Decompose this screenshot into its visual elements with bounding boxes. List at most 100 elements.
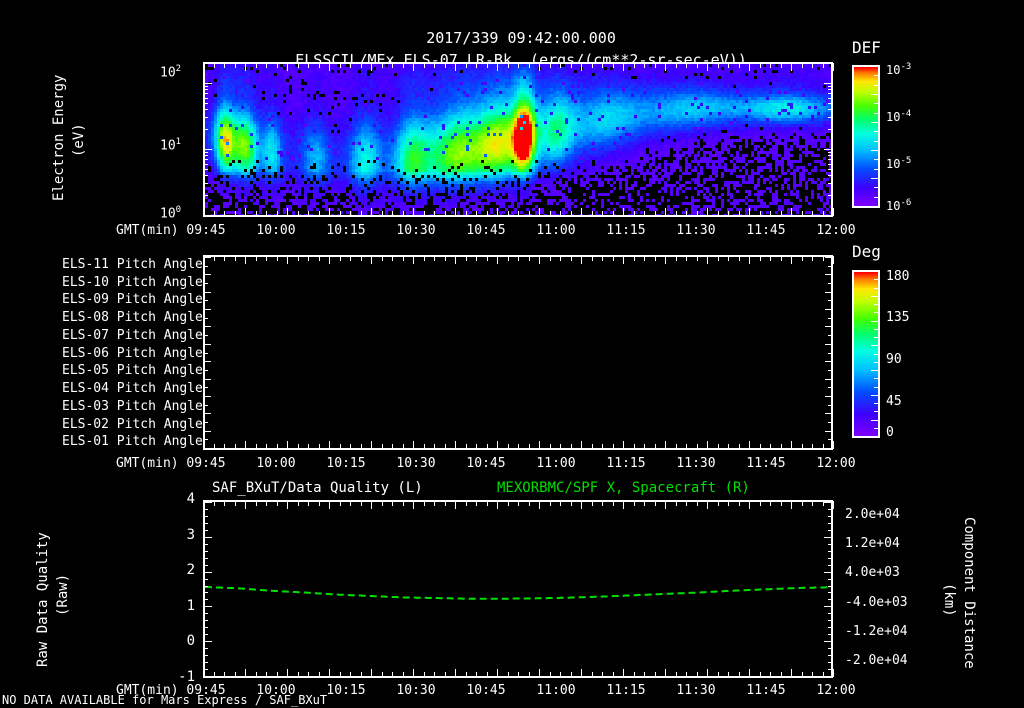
quality-ytick-right: -4.0e+03 (845, 595, 908, 610)
colorbar-tick (874, 411, 880, 412)
axis-tick-v (828, 283, 833, 284)
axis-tick (382, 256, 383, 261)
axis-tick (434, 63, 435, 68)
axis-tick (823, 444, 824, 449)
colorbar-tick (871, 370, 880, 371)
axis-tick-v (828, 592, 833, 593)
axis-tick (550, 211, 551, 216)
axis-tick (277, 444, 278, 449)
axis-tick (644, 211, 645, 216)
axis-tick (497, 441, 498, 449)
axis-tick-v (828, 648, 833, 649)
axis-tick-v (825, 292, 833, 293)
axis-tick (224, 501, 225, 506)
axis-tick (350, 444, 351, 449)
axis-tick (340, 63, 341, 68)
axis-tick-v (828, 613, 833, 614)
axis-tick (382, 211, 383, 216)
axis-tick-v (824, 149, 833, 150)
xtick-label: 10:00 (256, 456, 296, 471)
axis-tick (445, 63, 446, 68)
axis-tick-v (828, 579, 833, 580)
axis-tick (812, 444, 813, 449)
axis-tick (497, 256, 498, 264)
axis-tick-v (203, 676, 212, 677)
axis-tick-v (203, 117, 208, 118)
colorbar-tick (874, 113, 880, 114)
axis-tick (581, 63, 582, 71)
colorbar-tick (874, 288, 880, 289)
axis-tick (497, 208, 498, 216)
axis-tick (613, 444, 614, 449)
axis-tick (812, 256, 813, 261)
axis-tick-v (828, 634, 833, 635)
axis-tick-v (203, 530, 208, 531)
xtick-label: 11:15 (606, 223, 646, 238)
axis-tick-v (203, 387, 208, 388)
axis-tick (266, 501, 267, 506)
xtick-label: 10:15 (326, 683, 366, 698)
axis-tick-v (203, 634, 208, 635)
axis-tick (235, 63, 236, 68)
axis-tick (308, 444, 309, 449)
axis-tick (802, 501, 803, 506)
axis-tick (707, 63, 708, 71)
axis-tick (424, 501, 425, 506)
axis-tick-v (828, 318, 833, 319)
axis-tick (791, 208, 792, 216)
axis-tick (508, 444, 509, 449)
axis-tick (718, 672, 719, 677)
axis-tick-v (203, 149, 212, 150)
pitch-angle-panel[interactable] (203, 255, 833, 450)
pitch-row-label: ELS-05 Pitch Angle (62, 363, 203, 378)
colorbar-tick (871, 150, 880, 151)
axis-tick (571, 672, 572, 677)
axis-tick-v (203, 669, 208, 670)
spectrogram-ylabel-units: (eV) (71, 123, 87, 157)
pitch-row-label: ELS-10 Pitch Angle (62, 275, 203, 290)
axis-tick-v (825, 309, 833, 310)
axis-tick (833, 63, 834, 71)
axis-tick (539, 501, 540, 509)
axis-tick-v (203, 292, 211, 293)
axis-tick (728, 211, 729, 216)
axis-tick-v (203, 439, 208, 440)
axis-tick-v (828, 117, 833, 118)
colorbar-tick (874, 85, 880, 86)
axis-tick (802, 672, 803, 677)
axis-tick (403, 672, 404, 677)
axis-tick (518, 672, 519, 677)
quality-panel[interactable] (203, 500, 833, 678)
axis-tick (466, 672, 467, 677)
colorbar-tick (871, 321, 880, 322)
spectrogram-panel[interactable] (203, 62, 833, 217)
axis-tick (760, 501, 761, 506)
xtick-label: 11:30 (676, 223, 716, 238)
axis-tick-v (828, 599, 833, 600)
quality-ytick-right: 1.2e+04 (845, 536, 900, 551)
axis-tick (518, 444, 519, 449)
pitch-row-label: ELS-02 Pitch Angle (62, 417, 203, 432)
axis-tick (760, 256, 761, 261)
axis-tick-v (203, 405, 208, 406)
axis-tick-v (203, 89, 208, 90)
axis-tick (382, 501, 383, 506)
colorbar-tick (874, 378, 880, 379)
axis-tick (697, 672, 698, 677)
axis-tick (529, 501, 530, 506)
colorbar-tick (871, 122, 880, 123)
axis-tick (623, 63, 624, 71)
axis-tick (791, 501, 792, 509)
colorbar-tick (874, 131, 880, 132)
axis-tick (739, 501, 740, 506)
axis-tick (550, 672, 551, 677)
axis-tick (812, 211, 813, 216)
axis-tick (424, 444, 425, 449)
axis-tick-v (203, 648, 208, 649)
colorbar-tick (871, 420, 880, 421)
axis-tick (203, 256, 204, 264)
axis-tick (539, 669, 540, 677)
quality-title-right: MEXORBMC/SPF X, Spacecraft (R) (497, 480, 750, 496)
axis-tick-v (828, 353, 833, 354)
axis-tick (623, 441, 624, 449)
